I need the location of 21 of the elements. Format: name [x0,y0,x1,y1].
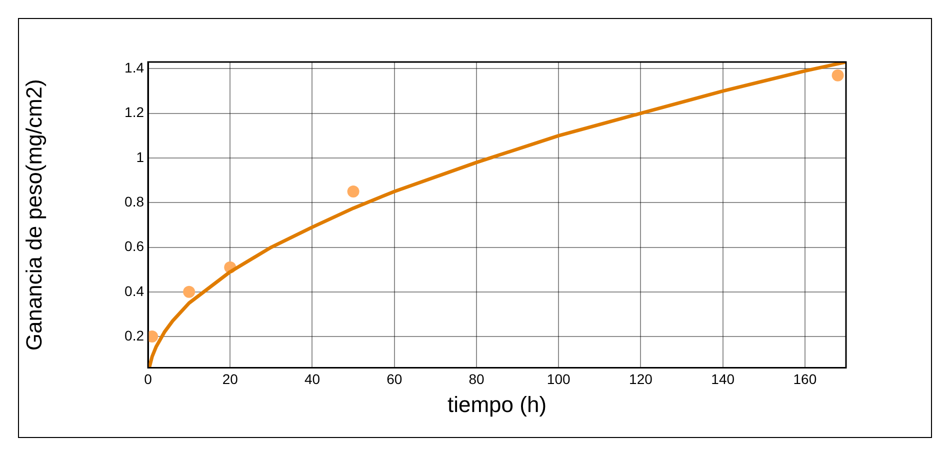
y-tick-label: 1.2 [124,104,144,120]
x-tick-label: 100 [546,371,570,388]
y-tick-label: 0.4 [124,282,144,299]
x-tick-label: 120 [629,371,653,388]
y-tick-label: 1.4 [124,60,144,76]
x-tick-label: 0 [144,371,152,388]
point [347,185,360,198]
y-axis-title: Ganancia de peso(mg/cm2) [21,79,46,351]
x-tick-label: 160 [793,371,817,388]
y-tick-label: 0.8 [124,193,144,210]
x-tick-label: 20 [222,371,238,388]
x-tick-label: 40 [304,371,320,388]
x-tick-label: 60 [386,371,402,388]
x-axis-title: tiempo (h) [447,392,547,417]
x-tick-label: 140 [711,371,735,388]
point [832,69,844,82]
y-tick-label: 0.2 [124,327,144,344]
y-tick-label: 1 [136,148,144,165]
x-tick-label: 80 [468,371,484,388]
y-tick-label: 0.6 [124,238,144,254]
point [183,286,196,298]
